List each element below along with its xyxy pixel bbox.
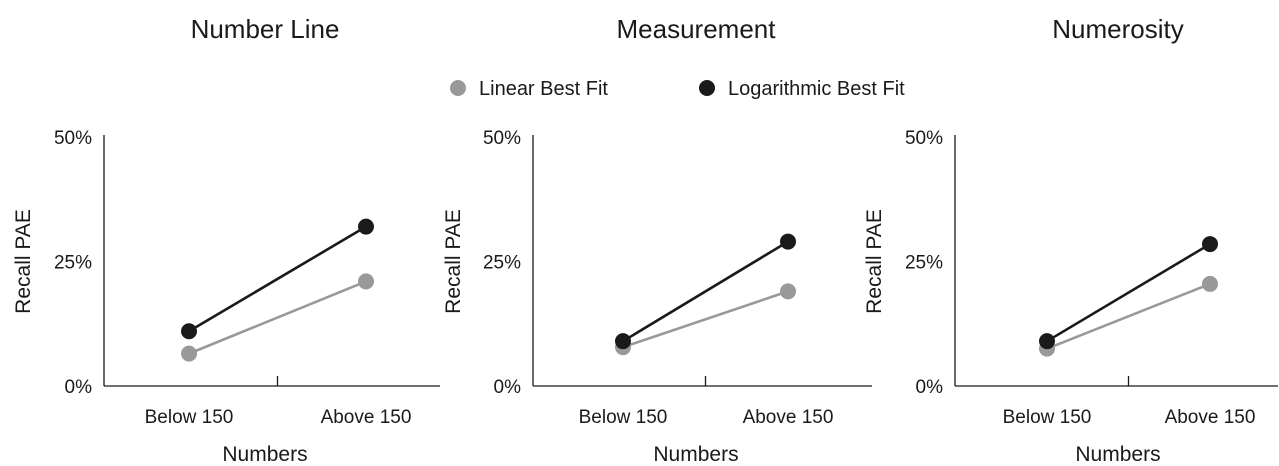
y-tick-label: 0% [65, 377, 93, 398]
y-axis-label: Recall PAE [863, 209, 886, 314]
y-tick-label: 25% [905, 253, 943, 274]
data-point [780, 233, 796, 250]
series-line [622, 290, 789, 349]
y-tick-label: 50% [54, 128, 92, 149]
chart-panel-numerosity: Numerosity 0% 25% 50% Below 150 Above 150Numb… [863, 14, 1278, 466]
series-logarithmic-best-fit [181, 218, 374, 340]
series-line [188, 225, 367, 333]
series-line [1046, 282, 1211, 350]
chart-title: Measurement [617, 14, 777, 44]
chart-title: Number Line [191, 14, 340, 44]
x-axis-label: Numbers [222, 443, 307, 466]
legend-marker-logarithmic-best-fit [699, 80, 715, 96]
x-tick-label: Below 150 [145, 407, 234, 428]
series-logarithmic-best-fit [615, 233, 796, 350]
y-axis-label: Recall PAE [12, 209, 35, 314]
series-linear-best-fit [181, 273, 374, 362]
x-axis-label: Numbers [653, 443, 738, 466]
series-linear-best-fit [1039, 275, 1218, 357]
y-tick-label: 0% [916, 377, 944, 398]
data-point [1039, 333, 1055, 350]
y-tick-label: 25% [54, 253, 92, 274]
x-axis-label: Numbers [1075, 443, 1160, 466]
x-tick-label: Above 150 [321, 407, 412, 428]
x-tick-label: Below 150 [579, 407, 668, 428]
data-point [358, 218, 374, 235]
x-tick-label: Above 150 [1165, 407, 1256, 428]
series-linear-best-fit [615, 283, 796, 356]
data-point [358, 273, 374, 290]
data-point [181, 345, 197, 362]
data-point [1202, 275, 1218, 292]
y-tick-label: 25% [483, 253, 521, 274]
y-axis-label: Recall PAE [442, 209, 465, 314]
data-point [1202, 236, 1218, 253]
chart-title: Numerosity [1052, 14, 1183, 44]
chart-panel-number-line: Number Line 0% 25% 50% Below 150 Above 150 Num… [12, 14, 440, 466]
y-tick-label: 50% [905, 128, 943, 149]
data-point [181, 323, 197, 340]
legend: Linear Best Fit Logarithmic Best Fit [450, 78, 905, 100]
series-line [188, 280, 367, 355]
data-point [780, 283, 796, 300]
data-point [615, 333, 631, 350]
x-tick-label: Above 150 [743, 407, 834, 428]
y-tick-label: 0% [494, 377, 522, 398]
series-logarithmic-best-fit [1039, 236, 1218, 350]
legend-label-linear-best-fit: Linear Best Fit [479, 78, 608, 100]
x-tick-label: Below 150 [1003, 407, 1092, 428]
chart-panel-measurement: Measurement 0% 25% 50% Below 150 Above 150Num… [442, 14, 872, 466]
y-tick-label: 50% [483, 128, 521, 149]
series-line [1046, 242, 1211, 343]
series-line [622, 240, 789, 343]
legend-marker-linear-best-fit [450, 80, 466, 96]
legend-label-logarithmic-best-fit: Logarithmic Best Fit [728, 78, 905, 100]
